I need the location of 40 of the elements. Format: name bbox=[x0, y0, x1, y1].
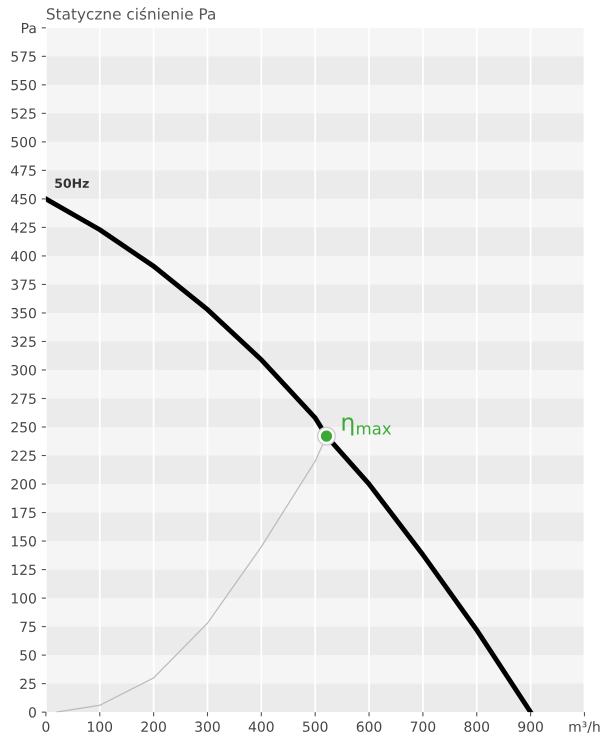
y-tick-label: 125 bbox=[12, 564, 36, 576]
y-tick-label: 550 bbox=[11, 80, 36, 90]
y-tick-label: 175 bbox=[12, 508, 36, 518]
y-tick-label: 500 bbox=[11, 136, 36, 148]
y-tick-label: 325 bbox=[11, 336, 36, 347]
x-tick-label: 100 bbox=[88, 721, 112, 732]
x-tick-label: 600 bbox=[356, 721, 382, 732]
x-tick-label: 0 bbox=[42, 721, 50, 732]
y-tick-label: 425 bbox=[11, 222, 36, 233]
y-tick-label: 250 bbox=[11, 422, 36, 432]
chart-title: Statyczne ciśnienie Pa bbox=[46, 7, 215, 23]
x-tick-label: 200 bbox=[141, 721, 166, 732]
y-tick-label: 225 bbox=[11, 450, 36, 461]
x-tick-label: 500 bbox=[302, 721, 328, 732]
x-tick-label: 700 bbox=[410, 721, 436, 732]
y-tick-label: 275 bbox=[11, 393, 36, 404]
x-tick-label: 800 bbox=[464, 721, 490, 732]
y-tick-label: 525 bbox=[11, 108, 36, 119]
x-tick-label: 900 bbox=[518, 721, 543, 732]
y-tick-label: 0 bbox=[28, 707, 36, 718]
y-tick-label: Pa bbox=[22, 22, 36, 34]
y-tick-label: 100 bbox=[12, 593, 36, 604]
series-label: 50Hz bbox=[55, 178, 89, 188]
x-tick-label: m³/h bbox=[569, 721, 600, 734]
y-tick-label: 200 bbox=[11, 479, 36, 490]
y-tick-label: 400 bbox=[11, 250, 36, 262]
y-tick-label: 350 bbox=[11, 308, 36, 318]
x-tick-label: 300 bbox=[195, 721, 220, 732]
y-tick-label: 25 bbox=[20, 678, 36, 690]
y-tick-label: 75 bbox=[20, 622, 36, 632]
y-tick-label: 450 bbox=[11, 194, 36, 204]
y-tick-label: 300 bbox=[11, 364, 36, 376]
line-series bbox=[46, 196, 534, 712]
annotation: η$_{max}$ bbox=[342, 417, 392, 436]
x-tick-label: 400 bbox=[248, 721, 274, 732]
y-tick-label: 475 bbox=[11, 166, 36, 176]
y-tick-label: 375 bbox=[11, 279, 36, 290]
y-tick-label: 575 bbox=[11, 51, 36, 62]
y-tick-label: 150 bbox=[12, 536, 36, 547]
y-tick-label: 50 bbox=[20, 650, 36, 661]
